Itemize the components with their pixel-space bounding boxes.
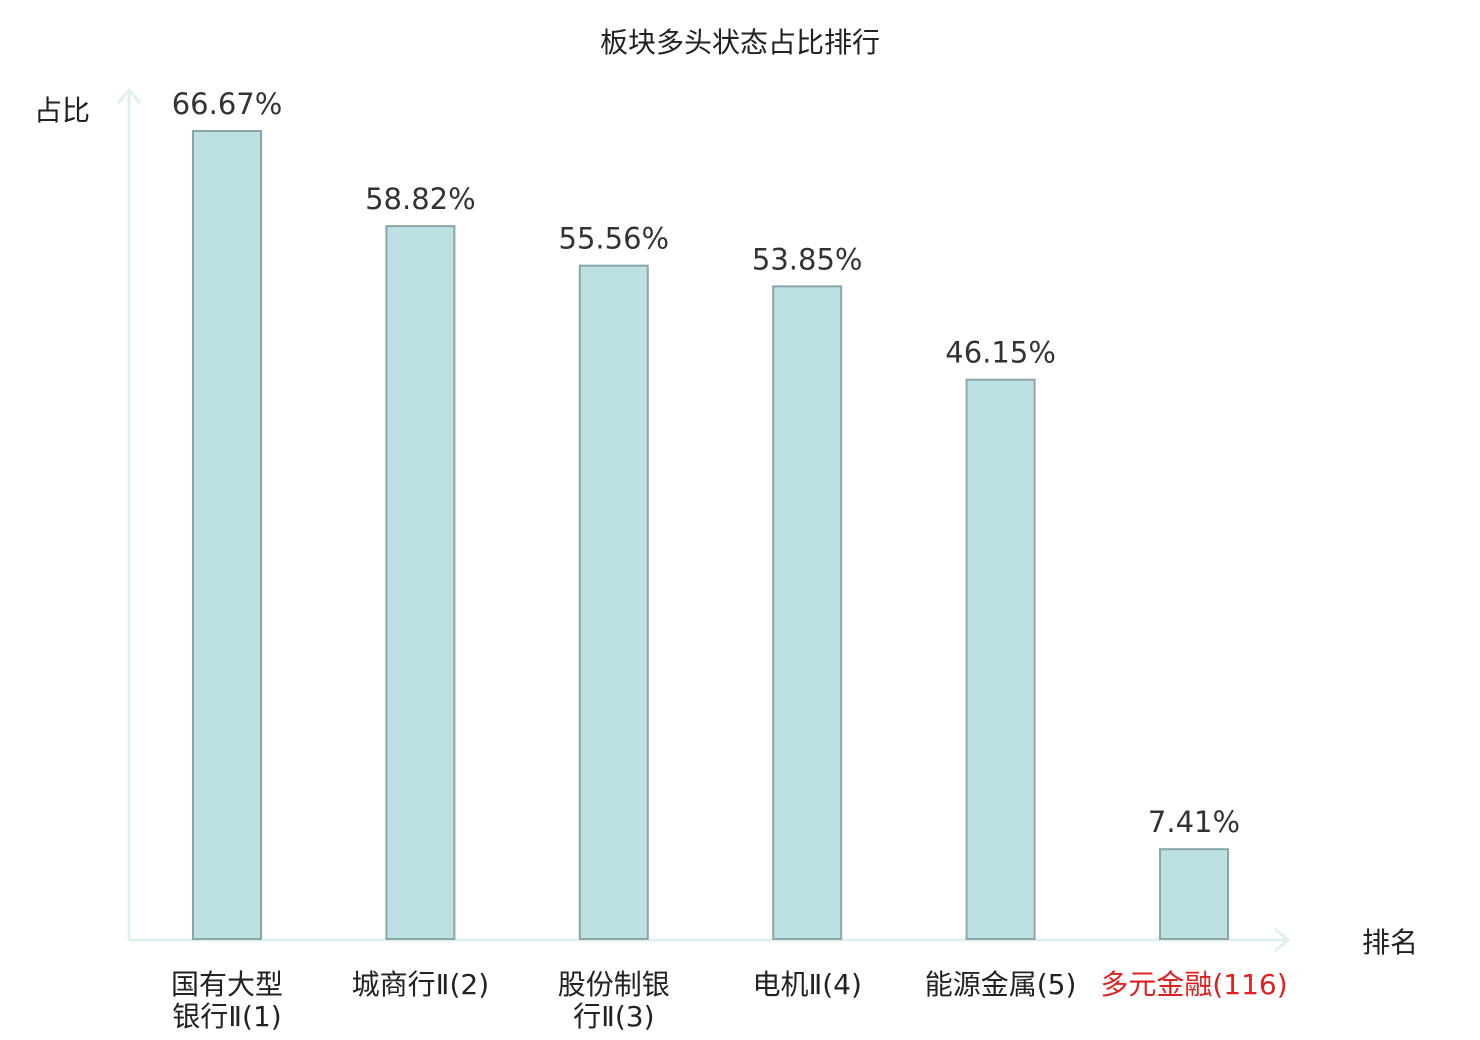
- category-label-1: 银行Ⅱ(1): [172, 1000, 281, 1033]
- data-label-1: 66.67%: [172, 87, 283, 121]
- y-axis-arrow: [116, 87, 142, 104]
- x-axis-arrow: [1274, 927, 1291, 953]
- data-label-5: 46.15%: [945, 336, 1056, 370]
- category-label-1: 国有大型: [171, 968, 283, 1001]
- category-label-6: 多元金融(116): [1100, 968, 1287, 1001]
- bar-5: [965, 378, 1036, 941]
- x-axis-label: 排名: [1362, 926, 1418, 959]
- bar-6: [1159, 848, 1229, 941]
- data-label-2: 58.82%: [365, 182, 476, 216]
- bar-3: [578, 264, 649, 940]
- data-label-6: 7.41%: [1148, 805, 1240, 839]
- bar-2: [385, 225, 456, 940]
- category-label-2: 城商行Ⅱ(2): [352, 968, 489, 1001]
- axes: [116, 87, 1291, 953]
- category-label-3: 股份制银: [558, 968, 670, 1001]
- chart-title: 板块多头状态占比排行: [600, 26, 880, 59]
- category-label-4: 电机Ⅱ(4): [752, 968, 861, 1001]
- data-labels: 66.67% 58.82% 55.56% 53.85% 46.15% 7.41%: [172, 87, 1240, 839]
- data-label-3: 55.56%: [559, 222, 670, 256]
- data-label-4: 53.85%: [752, 242, 863, 276]
- category-label-5: 能源金属(5): [925, 968, 1077, 1001]
- bar-1: [192, 130, 262, 940]
- bars: [192, 130, 1229, 941]
- y-axis-label: 占比: [34, 94, 90, 127]
- bar-4: [772, 285, 843, 941]
- category-label-3: 行Ⅱ(3): [573, 1000, 654, 1033]
